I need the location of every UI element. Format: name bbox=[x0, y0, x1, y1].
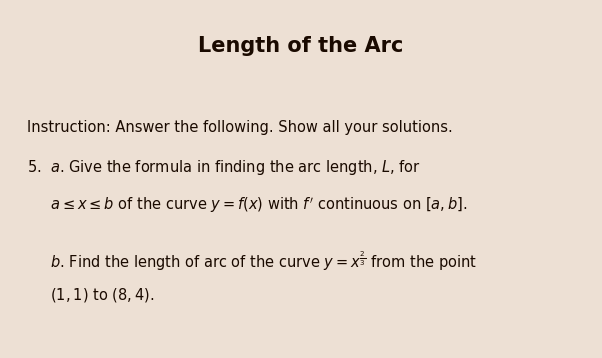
Text: 5.  $a$. Give the formula in finding the arc length, $L$, for: 5. $a$. Give the formula in finding the … bbox=[27, 158, 421, 176]
Text: Length of the Arc: Length of the Arc bbox=[198, 36, 404, 56]
Text: Instruction: Answer the following. Show all your solutions.: Instruction: Answer the following. Show … bbox=[27, 120, 453, 135]
Text: $(1, 1)$ to $(8, 4)$.: $(1, 1)$ to $(8, 4)$. bbox=[27, 286, 155, 304]
Text: $a \leq x \leq b$ of the curve $y = f(x)$ with $f'$ continuous on $[a, b]$.: $a \leq x \leq b$ of the curve $y = f(x)… bbox=[27, 195, 467, 215]
Text: $b$. Find the length of arc of the curve $y = x^{\frac{2}{3}}$ from the point: $b$. Find the length of arc of the curve… bbox=[27, 249, 477, 273]
